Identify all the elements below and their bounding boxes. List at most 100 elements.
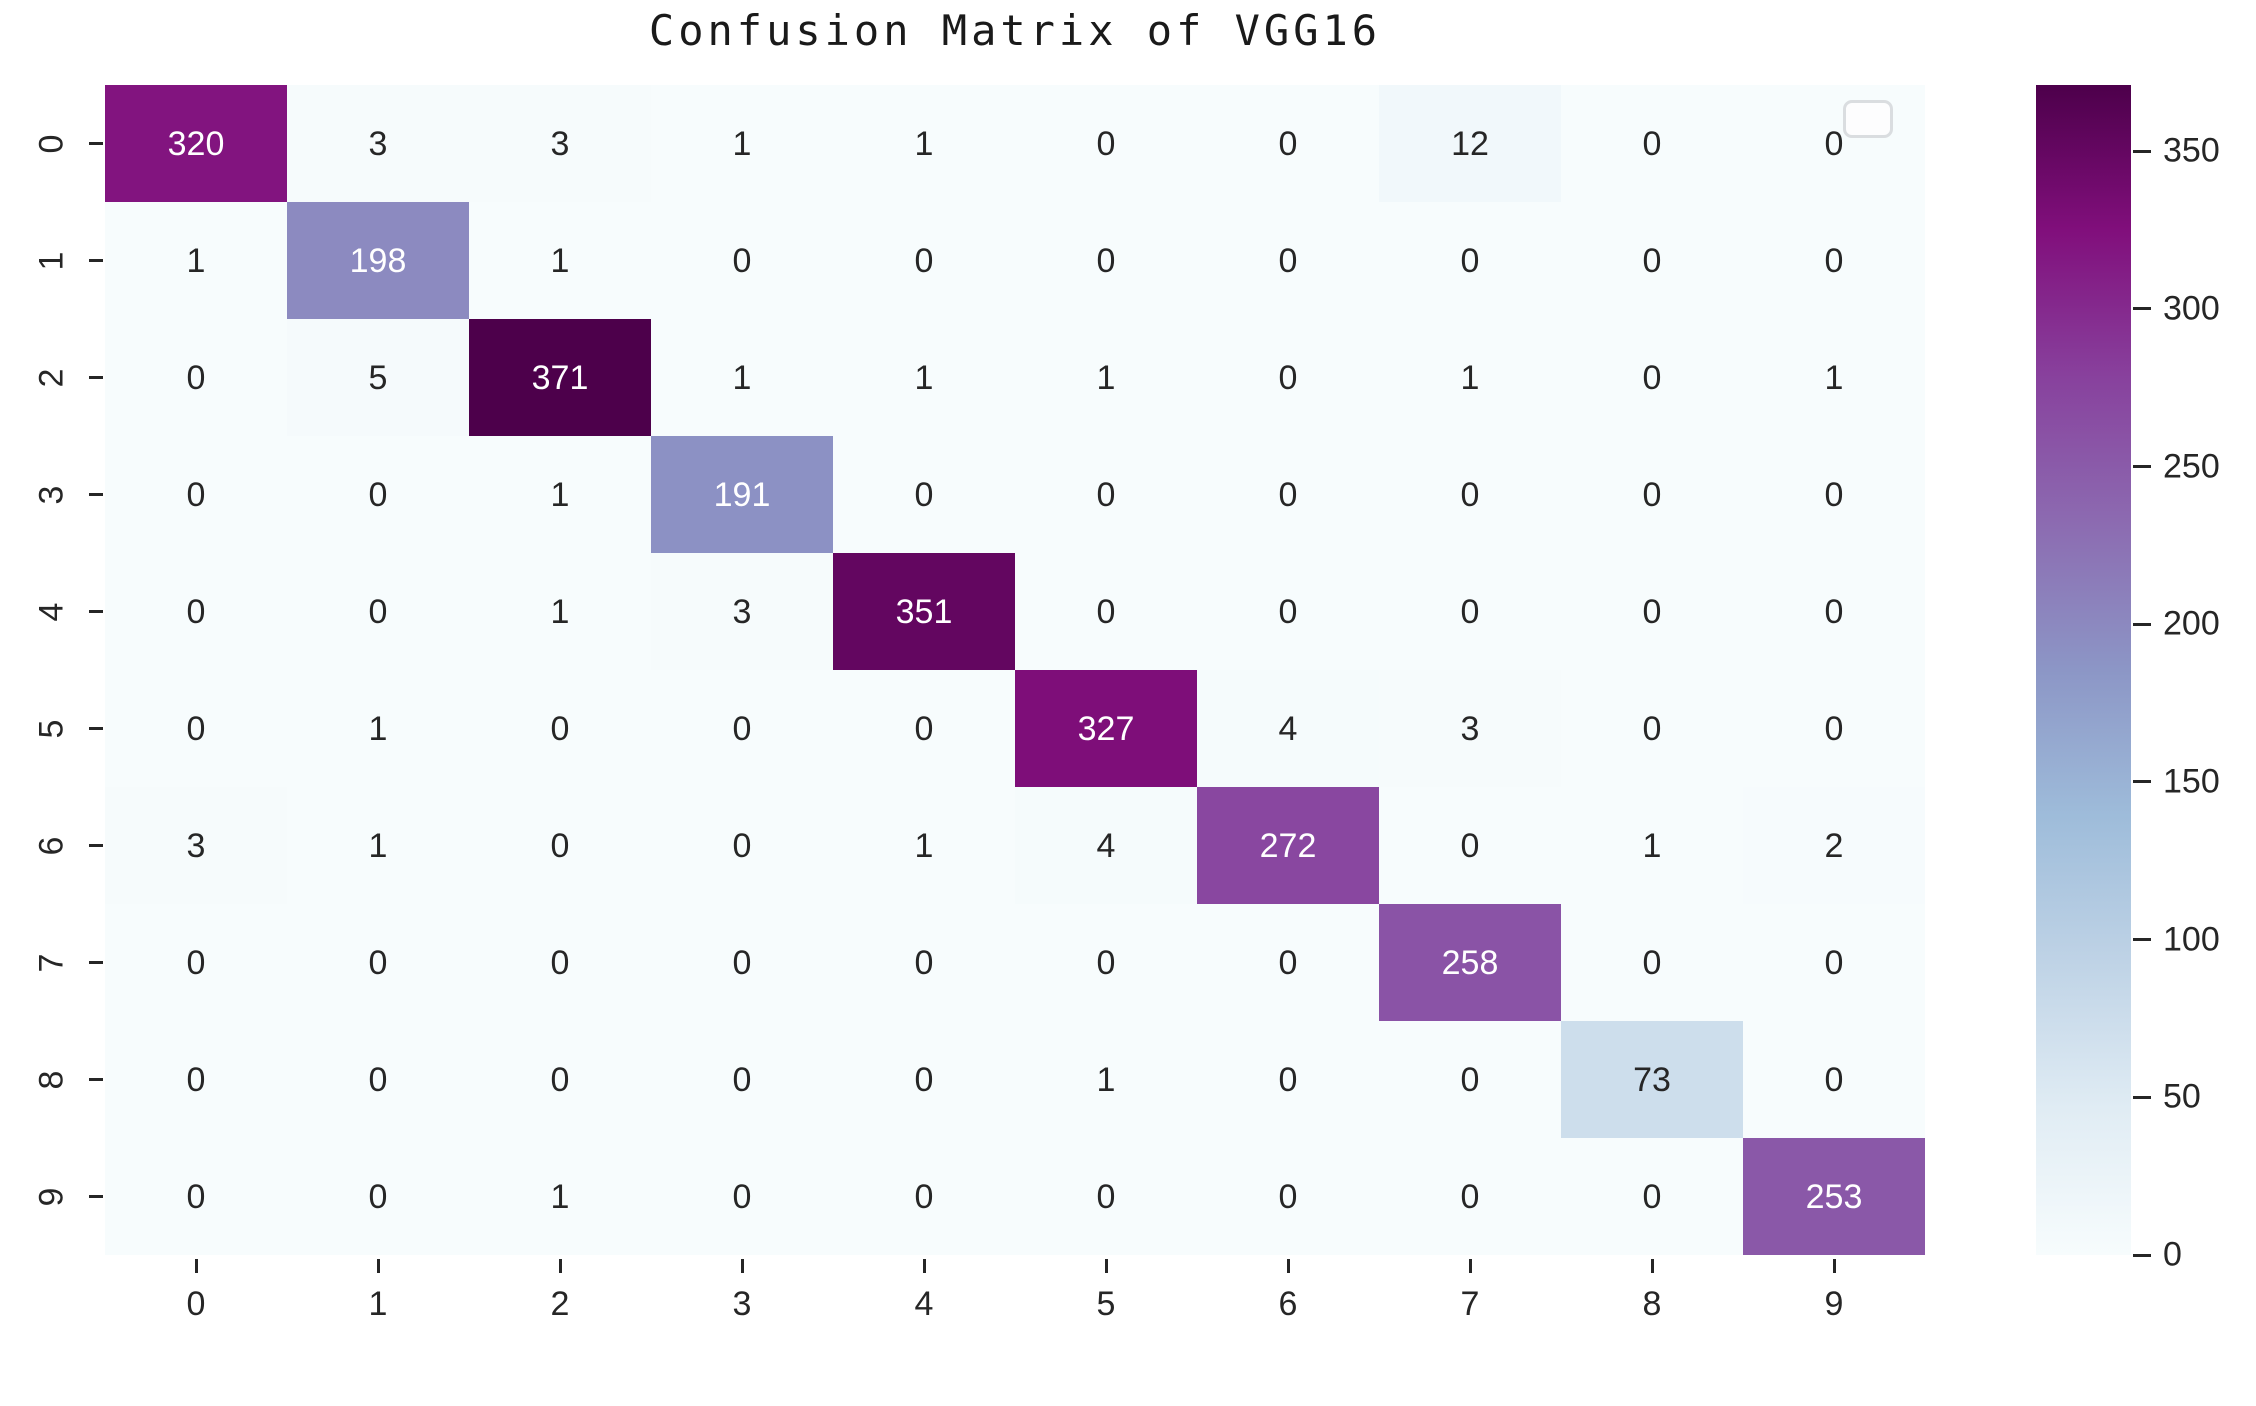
colorbar-tick-label: 0: [2163, 1235, 2182, 1274]
heatmap-cell: 0: [651, 1138, 833, 1255]
y-tick-mark: [89, 844, 103, 847]
heatmap-cell: 1: [651, 319, 833, 436]
heatmap-cell: 0: [1197, 904, 1379, 1021]
x-tick-mark: [1468, 1259, 1472, 1273]
x-tick-label: 7: [1460, 1285, 1480, 1323]
heatmap-cell: 3: [469, 85, 651, 202]
heatmap-cell: 0: [1379, 1138, 1561, 1255]
heatmap-cell: 258: [1379, 904, 1561, 1021]
y-tick-label: 8: [32, 1070, 71, 1089]
y-tick-mark: [89, 142, 103, 145]
heatmap-cell: 0: [1561, 319, 1743, 436]
x-tick-label: 8: [1642, 1285, 1662, 1323]
heatmap-cell: 0: [469, 904, 651, 1021]
heatmap-cell: 0: [105, 670, 287, 787]
heatmap-cell: 0: [287, 553, 469, 670]
heatmap-cell: 1: [1015, 1021, 1197, 1138]
colorbar-tick-mark: [2133, 938, 2151, 942]
heatmap-cell: 272: [1197, 787, 1379, 904]
heatmap-cell: 191: [651, 436, 833, 553]
heatmap-cell: 1: [651, 85, 833, 202]
heatmap-cell: 0: [1015, 436, 1197, 553]
heatmap-cell: 5: [287, 319, 469, 436]
heatmap-cell: 73: [1561, 1021, 1743, 1138]
heatmap-cell: 0: [1015, 553, 1197, 670]
x-tick-label: 6: [1278, 1285, 1298, 1323]
colorbar-tick-mark: [2133, 149, 2151, 153]
y-tick-mark: [89, 961, 103, 964]
heatmap-cell: 0: [651, 787, 833, 904]
x-tick-label: 0: [186, 1285, 206, 1323]
heatmap-cell: 0: [1015, 85, 1197, 202]
colorbar-tick-mark: [2133, 307, 2151, 311]
heatmap-cell: 3: [287, 85, 469, 202]
colorbar-tick-mark: [2133, 1253, 2151, 1257]
heatmap-cell: 0: [651, 1021, 833, 1138]
heatmap-cell: 3: [1379, 670, 1561, 787]
colorbar-tick-mark: [2133, 780, 2151, 784]
heatmap-cell: 0: [1561, 1138, 1743, 1255]
y-tick-label: 0: [32, 134, 71, 153]
heatmap-cell: 1: [469, 1138, 651, 1255]
x-tick-label: 9: [1824, 1285, 1844, 1323]
heatmap-cell: 253: [1743, 1138, 1925, 1255]
y-tick-mark: [89, 259, 103, 262]
y-tick-mark: [89, 610, 103, 613]
heatmap-cell: 0: [1561, 202, 1743, 319]
heatmap-cell: 0: [1561, 553, 1743, 670]
x-tick-label: 4: [914, 1285, 934, 1323]
heatmap-cell: 0: [105, 319, 287, 436]
y-tick-label: 9: [32, 1187, 71, 1206]
heatmap-cell: 1: [1015, 319, 1197, 436]
x-tick-mark: [922, 1259, 926, 1273]
heatmap-cell: 0: [1379, 1021, 1561, 1138]
colorbar-tick-label: 300: [2163, 289, 2220, 328]
heatmap-cell: 0: [469, 1021, 651, 1138]
heatmap-cell: 2: [1743, 787, 1925, 904]
heatmap-cell: 0: [105, 1138, 287, 1255]
heatmap-cell: 0: [1743, 904, 1925, 1021]
colorbar-tick-label: 250: [2163, 447, 2220, 486]
heatmap-cell: 0: [469, 670, 651, 787]
y-tick-label: 2: [32, 368, 71, 387]
heatmap-cell: 0: [833, 904, 1015, 1021]
x-tick-mark: [558, 1259, 562, 1273]
heatmap-cell: 0: [1561, 904, 1743, 1021]
heatmap-cell: 0: [1561, 670, 1743, 787]
heatmap-cell: 0: [1743, 85, 1925, 202]
colorbar-tick-mark: [2133, 622, 2151, 626]
y-tick-label: 7: [32, 953, 71, 972]
x-tick-mark: [740, 1259, 744, 1273]
heatmap-cell: 0: [1379, 436, 1561, 553]
heatmap-cell: 0: [1743, 1021, 1925, 1138]
heatmap-cell: 0: [1197, 85, 1379, 202]
heatmap-cell: 0: [1743, 202, 1925, 319]
heatmap-cell: 371: [469, 319, 651, 436]
heatmap-cell: 0: [105, 904, 287, 1021]
chart-title: Confusion Matrix of VGG16: [648, 6, 1382, 55]
colorbar-tick-mark: [2133, 465, 2151, 469]
heatmap-cell: 1: [287, 670, 469, 787]
heatmap-cell: 0: [651, 904, 833, 1021]
heatmap-cell: 3: [651, 553, 833, 670]
heatmap-cell: 0: [1015, 904, 1197, 1021]
x-tick-mark: [1104, 1259, 1108, 1273]
heatmap-cell: 0: [1197, 1138, 1379, 1255]
heatmap-cell: 1: [1743, 319, 1925, 436]
heatmap-cell: 0: [833, 436, 1015, 553]
heatmap-cell: 327: [1015, 670, 1197, 787]
heatmap-cell: 0: [833, 1138, 1015, 1255]
heatmap-cell: 1: [1561, 787, 1743, 904]
x-tick-mark: [194, 1259, 198, 1273]
colorbar-tick-label: 50: [2163, 1077, 2201, 1116]
heatmap-cell: 12: [1379, 85, 1561, 202]
colorbar-tick-mark: [2133, 1095, 2151, 1099]
colorbar-tick-label: 350: [2163, 131, 2220, 170]
heatmap-cell: 0: [1743, 670, 1925, 787]
heatmap-cell: 198: [287, 202, 469, 319]
colorbar-tick-label: 100: [2163, 920, 2220, 959]
heatmap-cell: 1: [287, 787, 469, 904]
heatmap-cell: 0: [1015, 1138, 1197, 1255]
heatmap-cell: 0: [469, 787, 651, 904]
heatmap-cell: 351: [833, 553, 1015, 670]
